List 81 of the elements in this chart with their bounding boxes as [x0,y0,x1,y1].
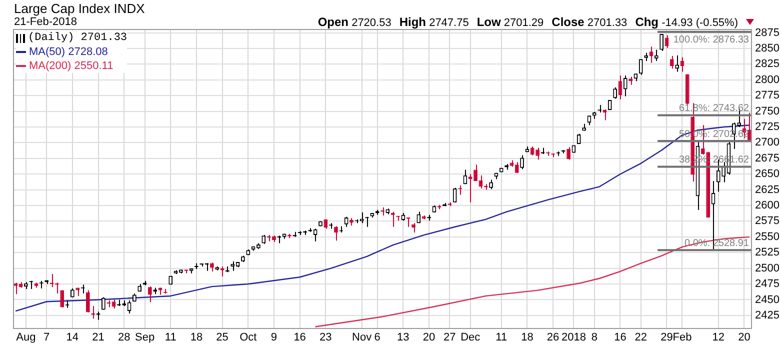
x-tick-label: 23 [320,332,332,344]
x-tick-label: 7 [44,332,50,344]
x-tick-label: 11 [496,332,508,344]
x-tick-label: 16 [294,332,306,344]
candlestick [638,58,643,76]
x-tick-label: 2018 [561,332,586,344]
x-tick-label: Sep [134,332,155,344]
candlestick [613,86,617,100]
x-tick-label: 21 [92,332,104,344]
candlestick [463,169,468,185]
x-tick-label: 8 [591,332,598,344]
x-tick-label: 28 [118,332,130,344]
x-tick-label: 12 [712,332,725,344]
candlestick [520,154,524,170]
x-tick-label: 29 [660,332,673,344]
legend-label: MA(200) 2550.11 [29,59,114,73]
chart-title: Large Cap Index INDX [14,1,145,16]
y-tick-label: 2475 [755,278,780,290]
x-tick-label: 20 [422,332,436,344]
candlestick [468,174,472,203]
x-tick-label: 16 [614,332,626,344]
x-tick-label: 14 [66,332,79,344]
x-tick-label: 11 [164,332,176,344]
x-tick-label: 25 [216,332,228,344]
candlestick [660,34,664,52]
candlestick [148,286,152,303]
candlestick [566,146,570,160]
y-tick-label: 2450 [755,294,780,306]
y-tick-label: 2825 [755,58,780,70]
y-tick-label: 2675 [755,152,780,164]
candlestick [334,226,338,242]
y-tick-label: 2625 [755,184,780,196]
candlestick [576,133,581,144]
y-tick-label: 2425 [755,309,780,322]
candlestick [747,112,752,142]
y-tick-label: 2700 [755,136,780,149]
candlestick [452,187,457,203]
candlestick [675,54,680,72]
x-tick-label: Nov [352,332,372,344]
y-tick-label: 2800 [755,74,780,86]
y-tick-label: 2650 [755,168,780,180]
text: Close 2701.33 [552,15,628,29]
x-tick-label: 6 [374,332,380,344]
legend-label: (Daily) 2701.33 [28,31,128,45]
candlestick [623,74,628,97]
candlestick [489,179,493,190]
text: Low 2701.29 [476,15,544,29]
x-tick-label: Aug [16,332,36,344]
x-tick-label: 9 [270,332,278,344]
candlestick [344,216,348,228]
candlestick [102,296,106,310]
y-tick-label: 2775 [755,90,780,102]
x-tick-label: 18 [190,332,203,344]
x-tick-label: 27 [444,332,456,344]
y-tick-label: 2550 [755,230,780,243]
y-tick-label: 2600 [755,200,780,212]
y-tick-label: 2850 [755,42,780,55]
candlestick [670,56,674,70]
candlestick [86,290,90,313]
x-tick-label: 26 [546,332,560,344]
text: Chg -14.93 (-0.55%) [635,15,738,29]
x-tick-label: 18 [521,332,534,344]
candlestick [536,147,540,160]
x-tick-label: 22 [634,332,648,344]
chart-subtitle: 21-Feb-2018 [14,16,77,28]
x-tick-label: Dec [460,332,481,344]
y-tick-label: 2725 [755,121,780,134]
legend-label: MA(50) 2728.08 [29,45,108,59]
text: Open 2720.53 [318,15,392,29]
y-tick-label: 2525 [755,246,780,259]
x-tick-label: 13 [397,332,410,344]
y-tick-label: 2750 [755,105,780,118]
x-tick-label: 20 [738,332,750,344]
y-tick-label: 2500 [755,262,780,274]
y-tick-label: 2575 [755,215,780,228]
candlestick [474,164,478,182]
y-tick-label: 2875 [755,26,780,39]
ref-line-label: 100.0%: 2876.33 [673,34,750,46]
x-tick-label: Feb [672,332,692,344]
x-tick-label: Oct [240,332,257,344]
text: High 2747.75 [399,15,469,29]
